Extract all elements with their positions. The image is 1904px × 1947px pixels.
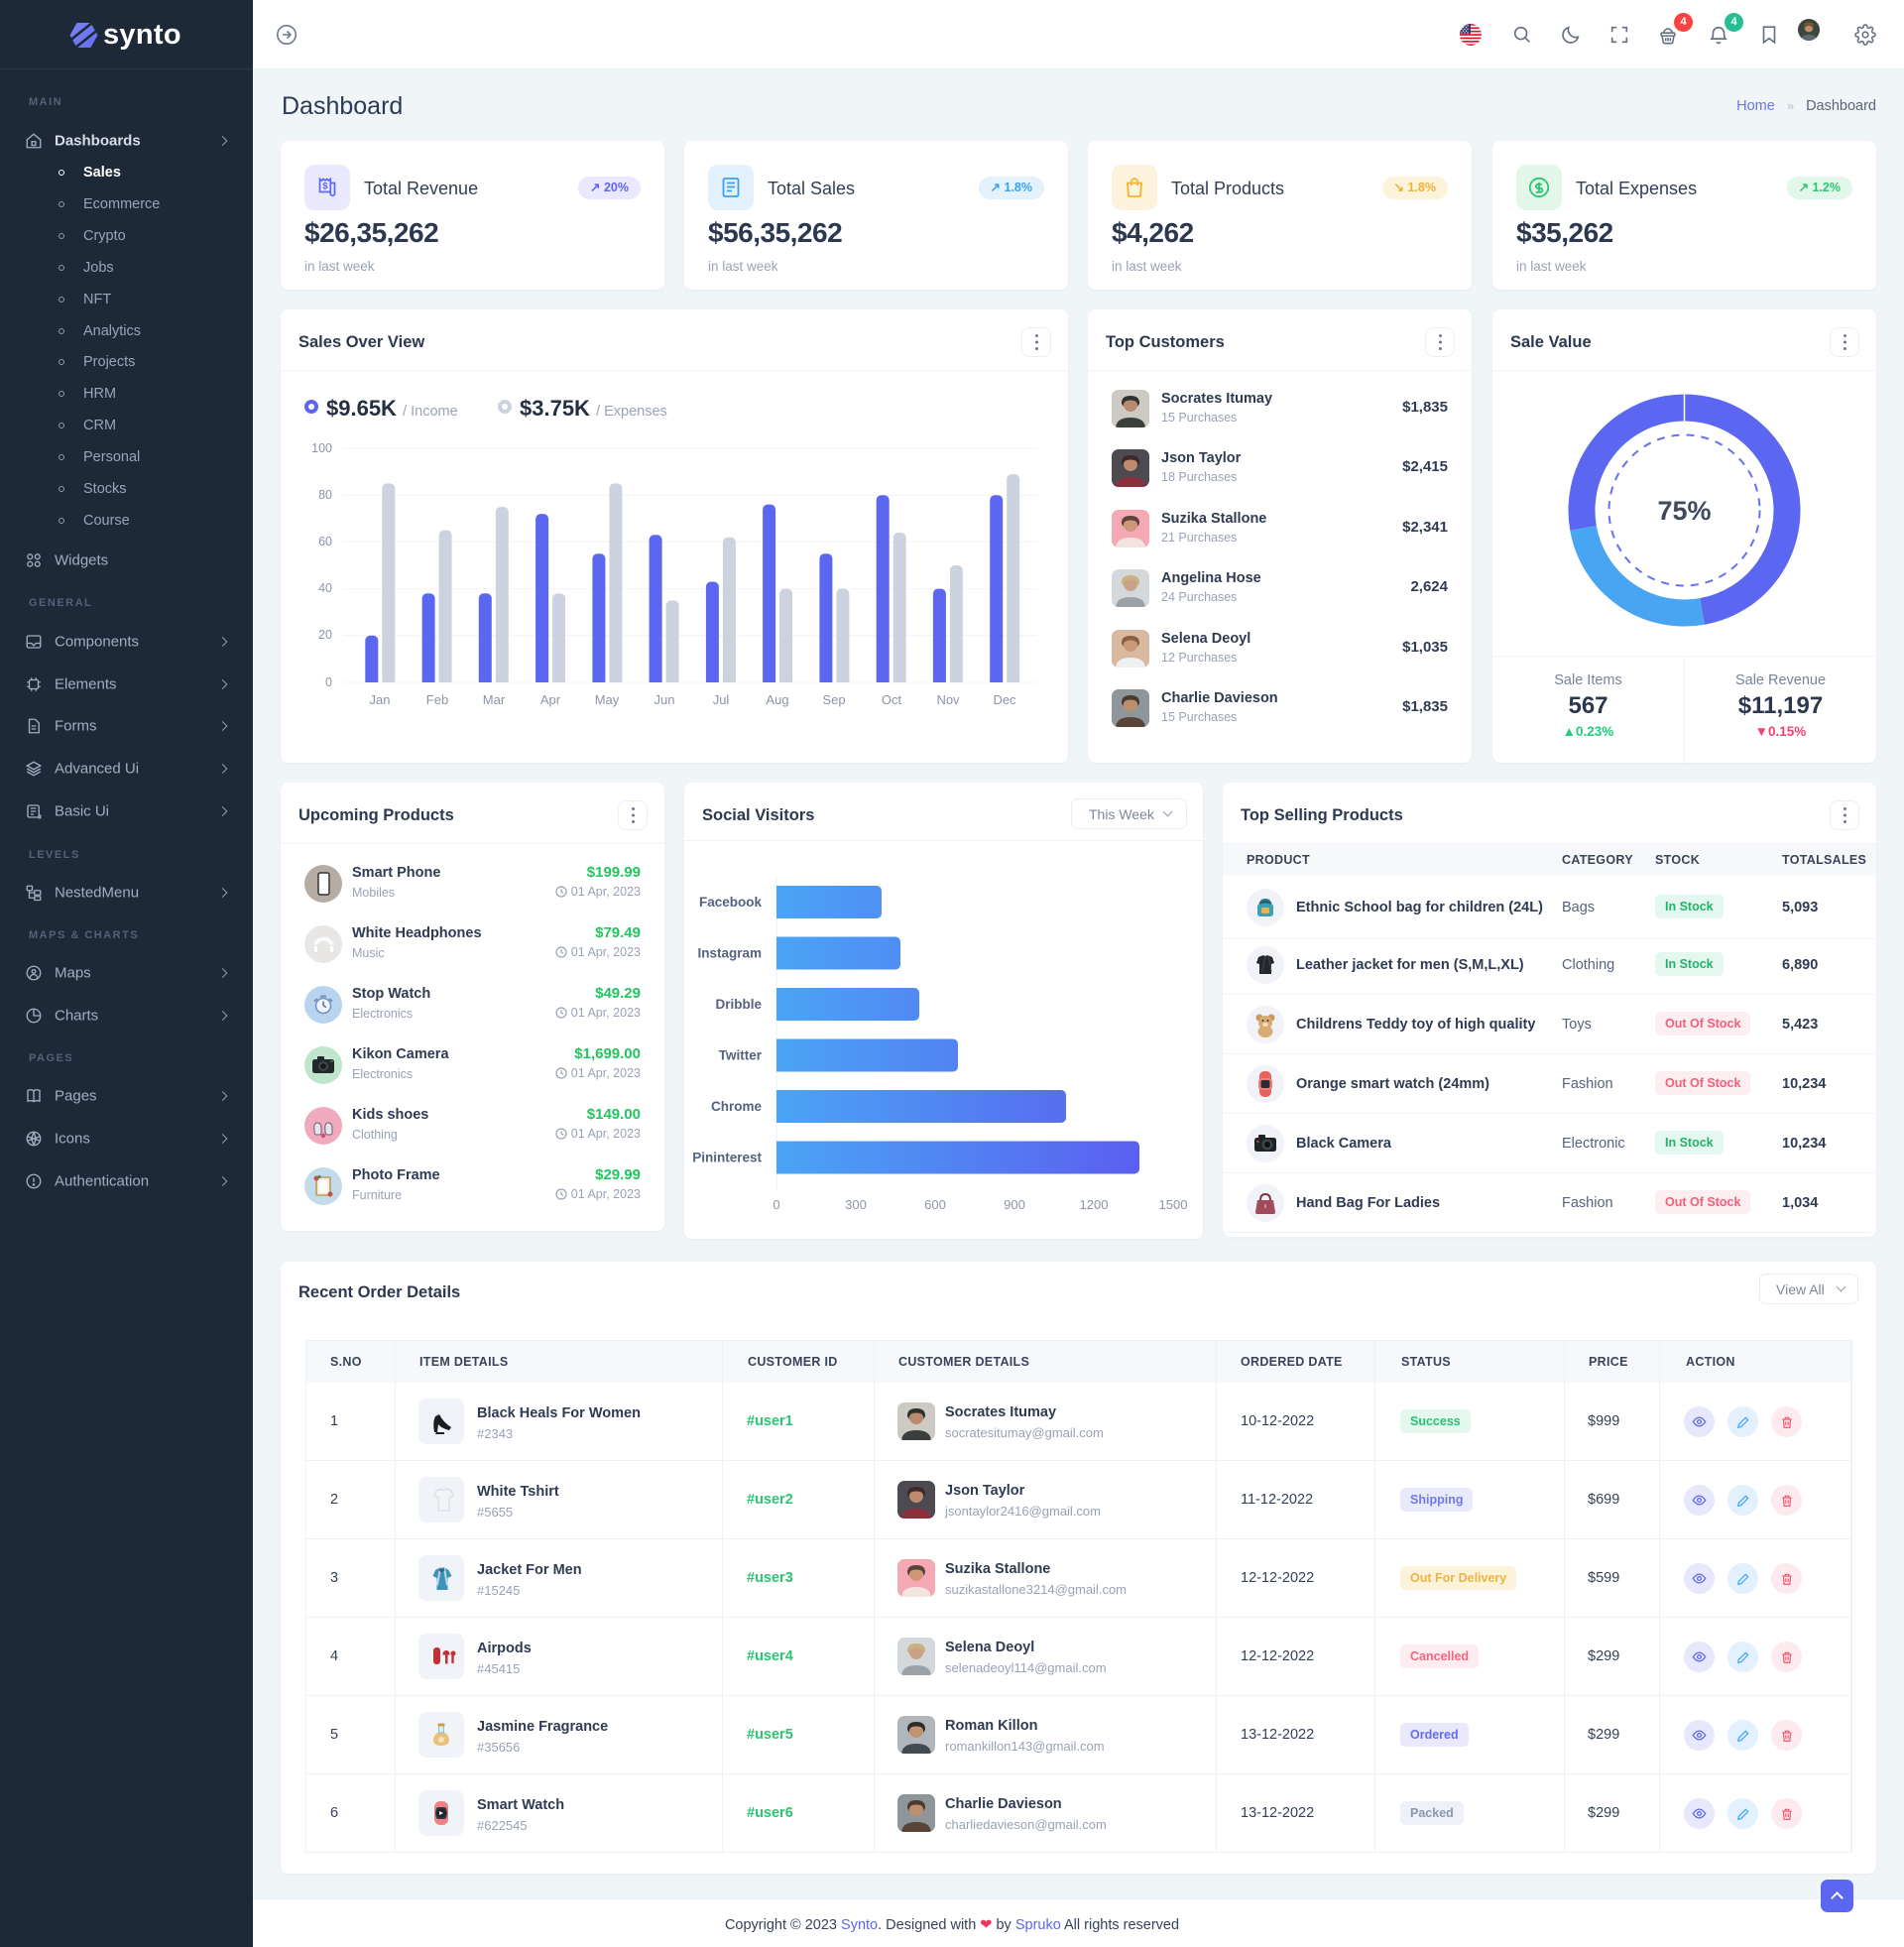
svg-text:May: May [595,692,620,707]
svg-text:Mar: Mar [483,692,506,707]
svg-text:Jun: Jun [654,692,675,707]
svg-text:0: 0 [773,1197,779,1212]
svg-text:Facebook: Facebook [699,895,763,910]
svg-text:Jul: Jul [713,692,730,707]
svg-text:600: 600 [924,1197,946,1212]
svg-text:Dribble: Dribble [715,997,762,1012]
svg-text:1200: 1200 [1080,1197,1109,1212]
svg-text:Instagram: Instagram [697,946,762,961]
svg-text:Nov: Nov [936,692,960,707]
svg-text:Pininterest: Pininterest [692,1151,762,1165]
svg-text:20: 20 [318,628,332,642]
svg-text:Oct: Oct [882,692,902,707]
svg-text:100: 100 [311,441,332,455]
svg-text:1500: 1500 [1159,1197,1188,1212]
svg-text:60: 60 [318,535,332,548]
svg-text:0: 0 [325,675,332,689]
svg-text:300: 300 [845,1197,867,1212]
svg-text:Dec: Dec [993,692,1016,707]
svg-text:Apr: Apr [540,692,561,707]
svg-text:Feb: Feb [426,692,448,707]
svg-text:Jan: Jan [370,692,391,707]
svg-text:$: $ [322,182,328,192]
svg-text:Sep: Sep [822,692,845,707]
svg-text:Chrome: Chrome [711,1099,762,1114]
svg-text:75%: 75% [1657,496,1711,526]
svg-text:80: 80 [318,488,332,502]
svg-text:40: 40 [318,581,332,595]
svg-text:Twitter: Twitter [719,1048,763,1063]
svg-text:900: 900 [1004,1197,1025,1212]
svg-text:Aug: Aug [766,692,788,707]
